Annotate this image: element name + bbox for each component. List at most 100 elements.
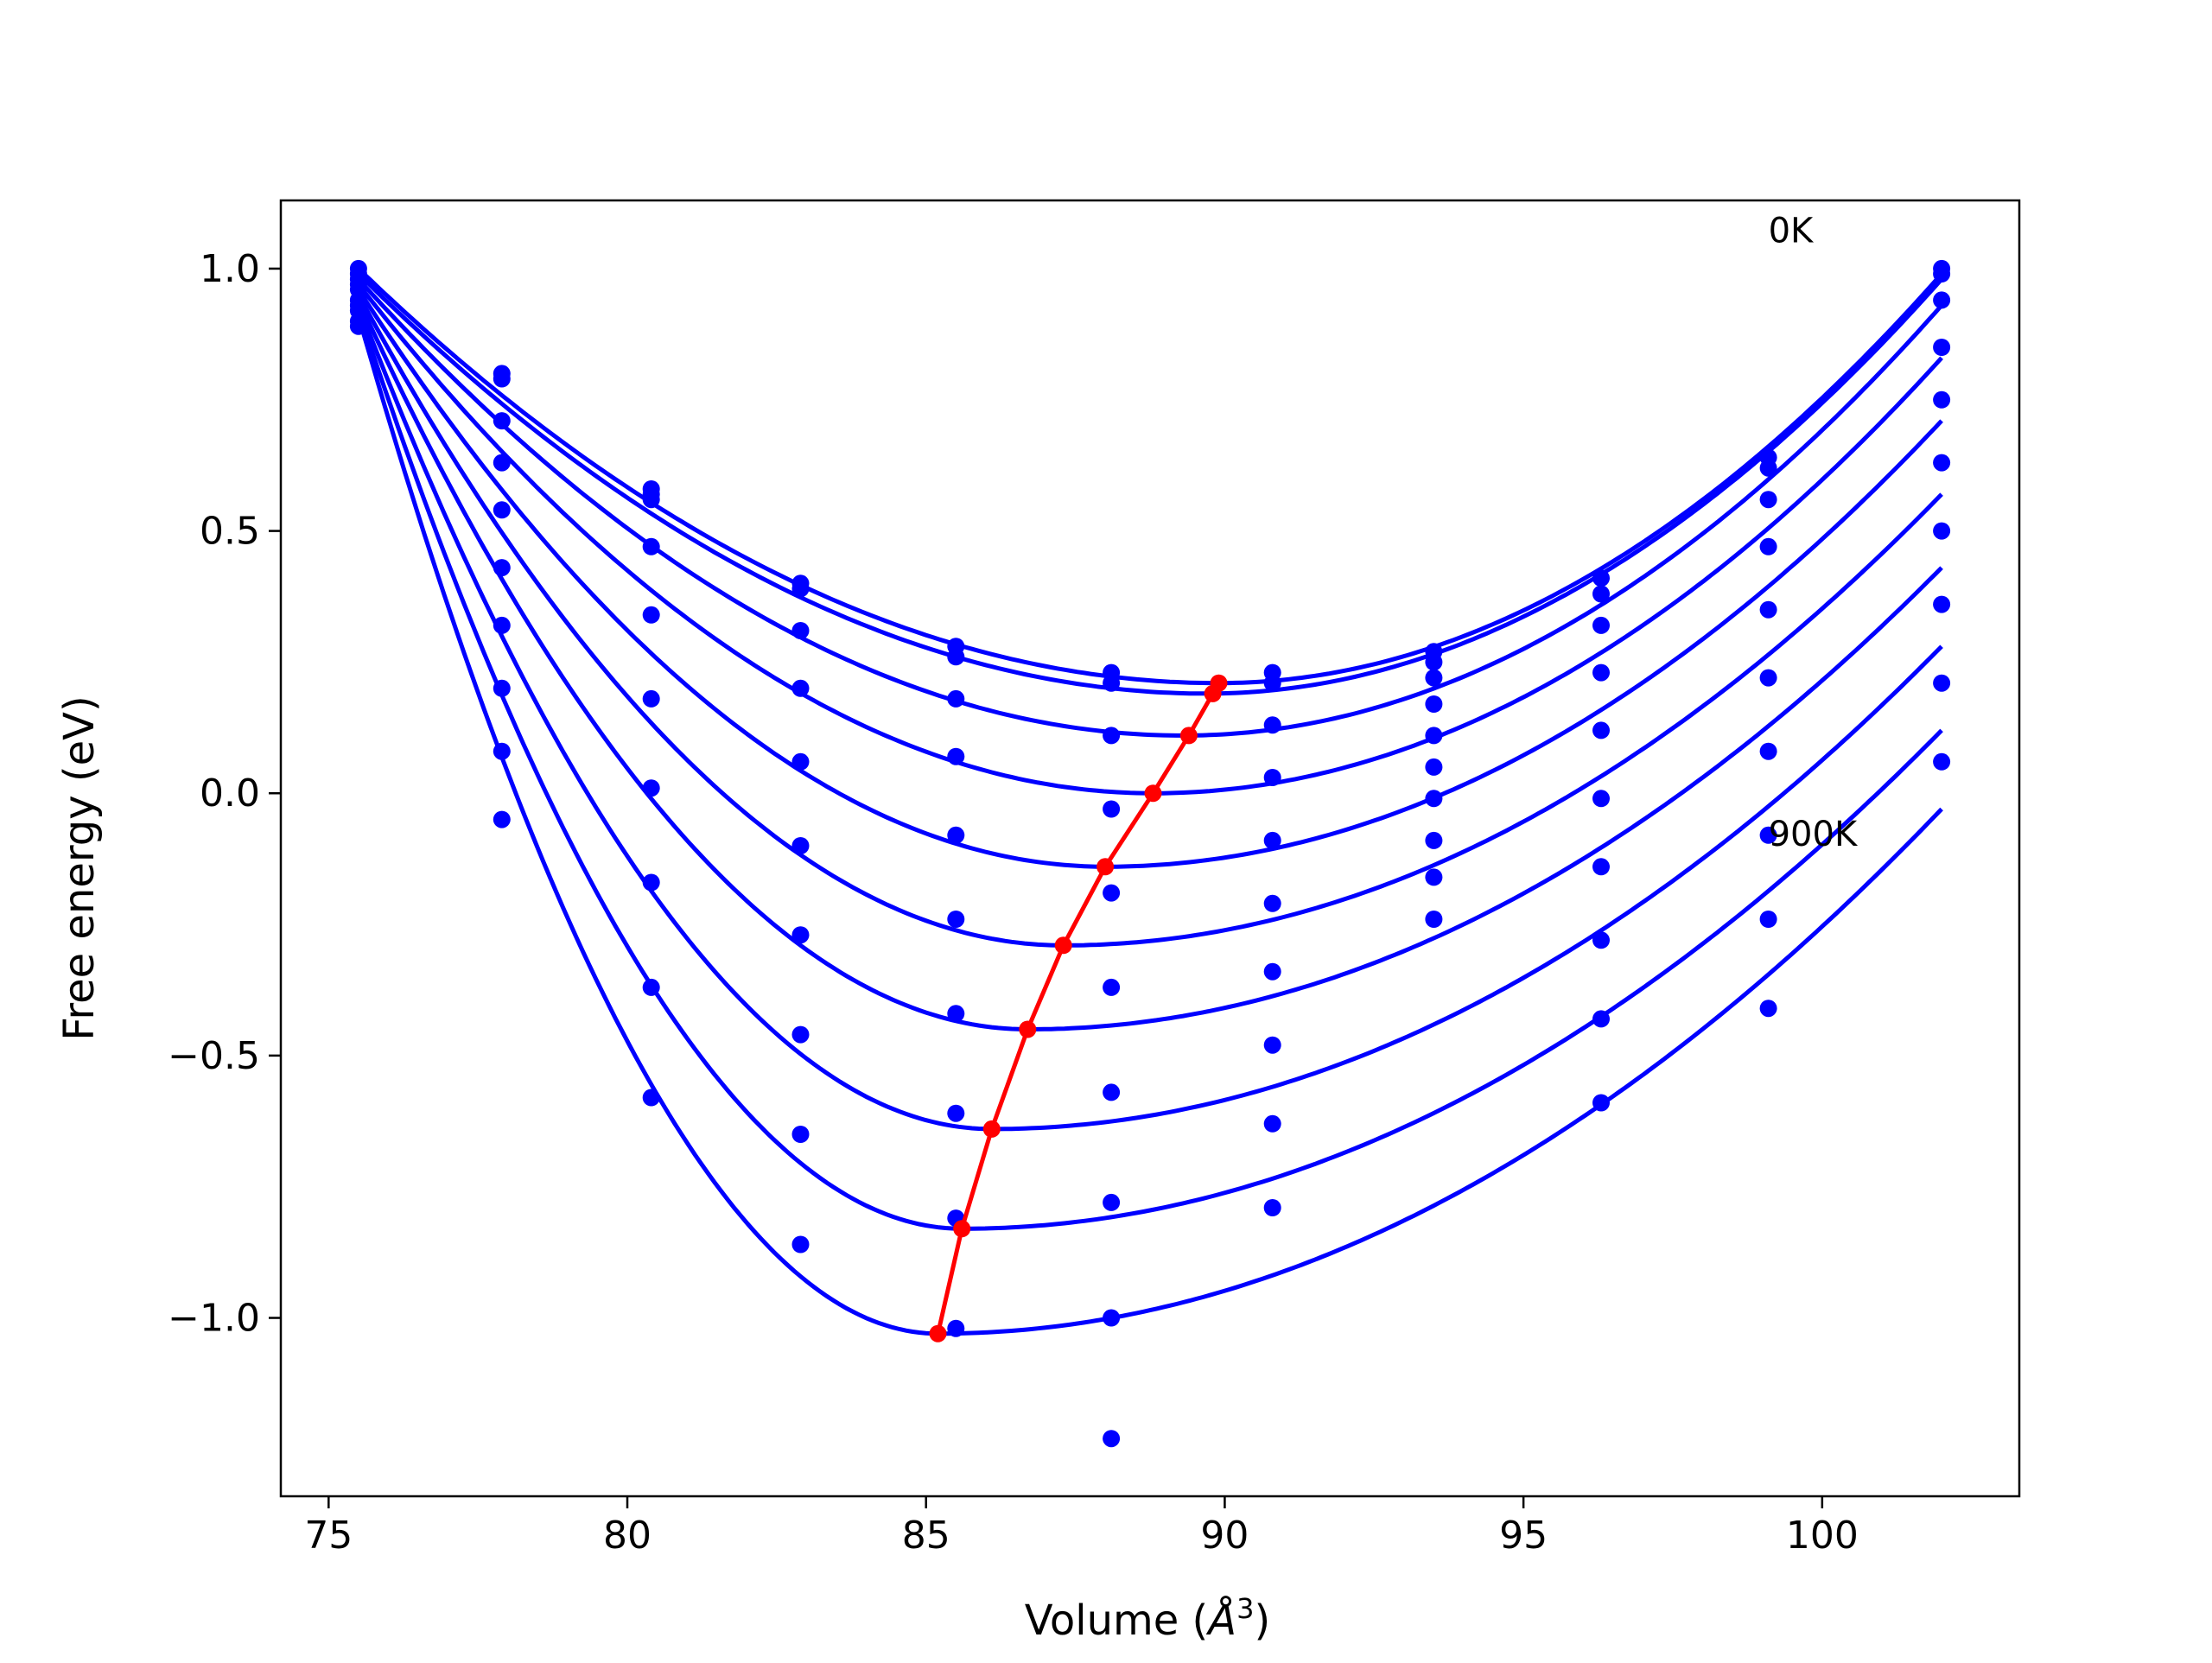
data-point (1592, 1010, 1610, 1028)
data-point (642, 491, 660, 509)
minima-point (1054, 936, 1072, 955)
data-point (1592, 1094, 1610, 1112)
data-point (1759, 1000, 1777, 1018)
data-point (1425, 868, 1443, 886)
data-point (791, 1235, 810, 1254)
data-point (1103, 884, 1121, 902)
minima-point (1096, 858, 1115, 876)
data-point (1759, 669, 1777, 687)
data-point (642, 873, 660, 892)
data-point (1759, 537, 1777, 555)
data-point (1103, 1193, 1121, 1211)
data-point (1933, 595, 1951, 613)
data-point (642, 978, 660, 996)
data-point (1592, 858, 1610, 876)
x-tick-label: 80 (603, 1514, 652, 1558)
plot-frame (279, 199, 2021, 1498)
x-axis-label: Volume (Å3) (1025, 1592, 1270, 1645)
minima-point (1179, 727, 1198, 745)
data-point (1933, 390, 1951, 409)
data-point (493, 679, 511, 697)
y-axis-label: Free energy (eV) (55, 695, 104, 1040)
data-point (1103, 800, 1121, 818)
data-point (1759, 491, 1777, 509)
data-point (642, 1089, 660, 1107)
data-point (493, 616, 511, 634)
data-point (1263, 894, 1281, 912)
y-tick-label: 0.5 (200, 510, 260, 554)
data-point (1425, 727, 1443, 745)
data-point (1263, 1199, 1281, 1216)
data-point (1103, 1083, 1121, 1101)
fit-curves (356, 267, 1943, 1336)
y-axis-ticks: −1.0 −0.5 0.0 0.5 1.0 (168, 247, 281, 1341)
data-point (1592, 931, 1610, 949)
data-point (1759, 826, 1777, 844)
data-point (791, 837, 810, 854)
minima-point (982, 1120, 1001, 1138)
fit-curve-0 (357, 267, 1943, 686)
data-point (1263, 674, 1281, 692)
y-tick-label: −1.0 (168, 1297, 260, 1341)
data-point (1592, 569, 1610, 587)
data-point (791, 1025, 810, 1044)
data-point (642, 689, 660, 708)
data-point (947, 826, 965, 844)
data-point (493, 810, 511, 828)
data-point (1103, 1309, 1121, 1327)
data-point (493, 412, 511, 430)
annotations: 0K 900K (1769, 212, 1859, 854)
data-point (1592, 663, 1610, 682)
data-point (947, 1005, 965, 1023)
data-point (1263, 831, 1281, 849)
data-point (1933, 265, 1951, 282)
data-point (791, 752, 810, 771)
data-point (493, 370, 511, 388)
data-point (1759, 911, 1777, 928)
data-point (1425, 758, 1443, 776)
y-tick-label: −0.5 (168, 1034, 260, 1078)
fit-curve-5 (356, 294, 1943, 948)
minima-series (929, 674, 1228, 1342)
data-point (1103, 978, 1121, 996)
data-point (493, 559, 511, 577)
minima-line (936, 682, 1221, 1335)
data-points (349, 259, 1951, 1448)
data-point (791, 580, 810, 598)
x-axis-ticks: 75 80 85 90 95 100 (304, 1496, 1859, 1558)
data-point (1263, 962, 1281, 981)
data-point (642, 779, 660, 797)
data-point (1933, 674, 1951, 692)
data-point (791, 622, 810, 639)
data-point (1263, 769, 1281, 786)
minima-point (1019, 1020, 1037, 1038)
data-point (1263, 1114, 1281, 1133)
data-point (1103, 727, 1121, 745)
data-point (1425, 695, 1443, 713)
data-point (1425, 831, 1443, 849)
x-tick-label: 95 (1499, 1514, 1548, 1558)
minima-point (953, 1220, 971, 1238)
data-point (1592, 790, 1610, 808)
fit-curve-9 (356, 314, 1943, 1336)
x-tick-label: 100 (1786, 1514, 1859, 1558)
data-point (1759, 600, 1777, 619)
y-tick-label: 1.0 (200, 247, 260, 291)
data-point (493, 454, 511, 472)
data-point (1425, 653, 1443, 671)
fit-curve-4 (356, 288, 1943, 869)
data-point (1933, 454, 1951, 472)
x-tick-label: 85 (902, 1514, 950, 1558)
data-point (642, 537, 660, 555)
data-point (1425, 911, 1443, 928)
data-point (791, 1126, 810, 1143)
data-point (947, 648, 965, 666)
data-point (947, 747, 965, 765)
data-point (947, 1319, 965, 1337)
fit-curve-8 (356, 309, 1943, 1231)
x-tick-label: 90 (1200, 1514, 1249, 1558)
minima-point (1204, 684, 1222, 702)
